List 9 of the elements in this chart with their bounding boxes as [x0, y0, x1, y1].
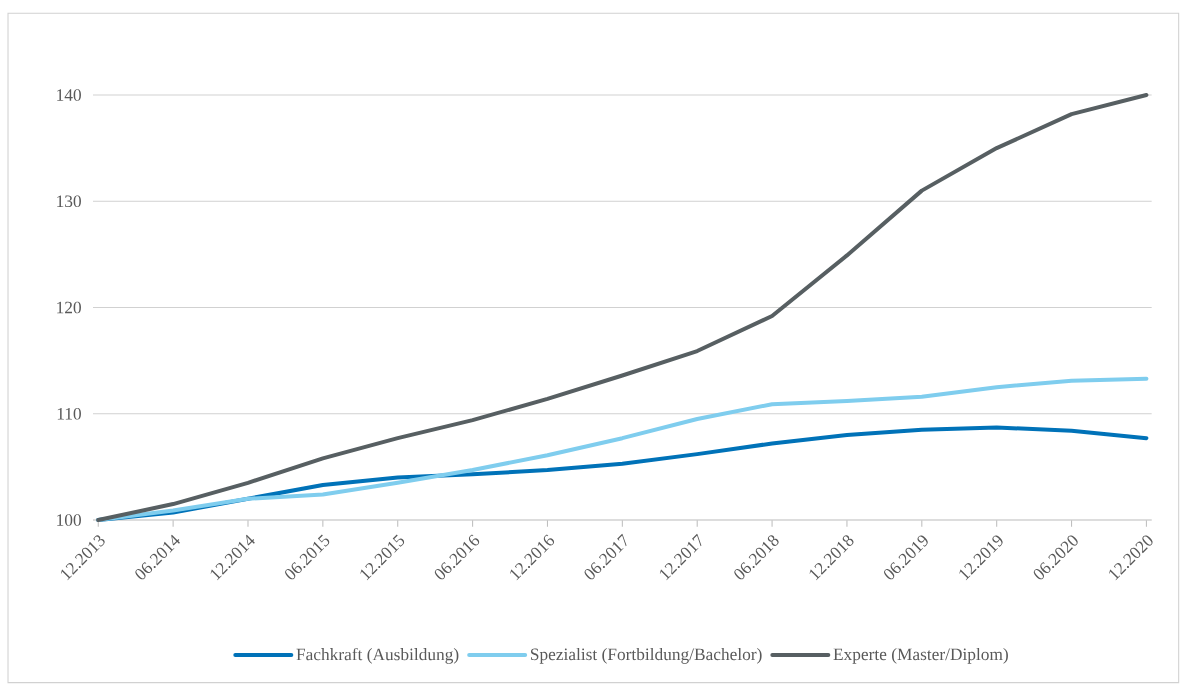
y-tick-label: 100: [57, 514, 81, 526]
y-tick-label: 120: [57, 301, 81, 314]
legend-label: Fachkraft (Ausbildung): [296, 647, 459, 664]
y-tick-label: 110: [57, 407, 81, 420]
y-tick-label: 130: [57, 195, 81, 208]
y-tick-label: 140: [57, 89, 81, 101]
legend-label: Experte (Master/Diplom): [833, 647, 1008, 664]
legend-label: Spezialist (Fortbildung/Bachelor): [530, 647, 762, 664]
line-series: [96, 92, 1149, 522]
